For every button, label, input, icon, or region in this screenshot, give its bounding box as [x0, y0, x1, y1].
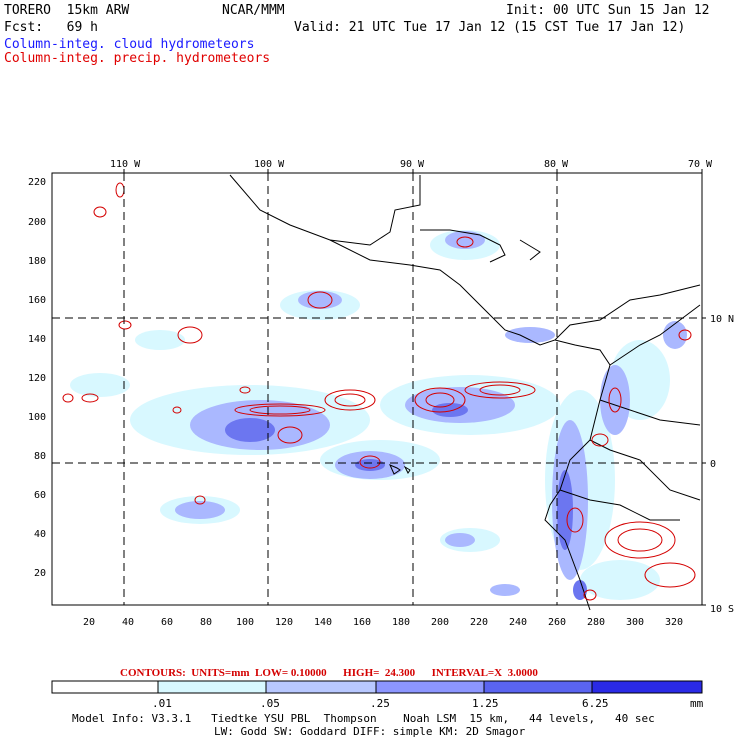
- forecast-hour: Fcst: 69 h: [4, 20, 98, 35]
- cloud-shading-medium: [175, 231, 687, 596]
- colorbar: [51, 680, 703, 694]
- x-tick: 120: [275, 617, 293, 628]
- contour-info: CONTOURS: UNITS=mm LOW= 0.10000 HIGH= 24…: [120, 667, 538, 679]
- lon-label: 90 W: [400, 159, 425, 170]
- colorbar-units: mm: [690, 697, 704, 710]
- plot-frame: [51, 172, 703, 606]
- y-tick: 80: [34, 451, 46, 462]
- x-tick: 260: [548, 617, 566, 628]
- y-tick: 100: [28, 412, 46, 423]
- y-tick: 140: [28, 334, 46, 345]
- x-tick: 100: [236, 617, 254, 628]
- colorbar-bin: [483, 680, 593, 694]
- x-tick: 200: [431, 617, 449, 628]
- colorbar-bin: [265, 680, 377, 694]
- y-axis: 220 200 180 160 140 120 100 80 60 40 20: [28, 177, 46, 579]
- y-tick: 180: [28, 256, 46, 267]
- colorbar-label: 1.25: [472, 697, 499, 710]
- x-tick: 300: [626, 617, 644, 628]
- y-tick: 60: [34, 490, 46, 501]
- colorbar-bin: [591, 680, 703, 694]
- x-tick: 280: [587, 617, 605, 628]
- x-axis: 20 40 60 80 100 120 140 160 180 200 220 …: [83, 617, 683, 628]
- grid-lines: [52, 173, 702, 605]
- colorbar-label: .01: [152, 697, 172, 710]
- x-tick: 160: [353, 617, 371, 628]
- x-tick: 60: [161, 617, 173, 628]
- y-tick: 40: [34, 529, 46, 540]
- precip-contours: [62, 182, 696, 601]
- x-tick: 20: [83, 617, 95, 628]
- center-title: NCAR/MMM: [222, 3, 285, 18]
- x-tick: 40: [122, 617, 134, 628]
- lon-axis: 110 W 100 W 90 W 80 W 70 W: [110, 159, 713, 170]
- lat-label: 10 S: [710, 604, 734, 615]
- model-title: TORERO 15km ARW: [4, 3, 130, 18]
- model-info-line1: Model Info: V3.3.1 Tiedtke YSU PBL Thomp…: [72, 712, 655, 725]
- x-tick: 240: [509, 617, 527, 628]
- lat-axis: 10 N 0 10 S: [710, 314, 734, 615]
- colorbar-bin: [157, 680, 267, 694]
- model-info-line2: LW: Godd SW: Goddard DIFF: simple KM: 2D…: [214, 725, 526, 738]
- x-tick: 180: [392, 617, 410, 628]
- y-tick: 160: [28, 295, 46, 306]
- coastlines: [229, 174, 701, 611]
- colorbar-label: .25: [370, 697, 390, 710]
- colorbar-bin: [375, 680, 485, 694]
- y-tick: 120: [28, 373, 46, 384]
- lat-label: 10 N: [710, 314, 734, 325]
- x-tick: 140: [314, 617, 332, 628]
- lon-label: 110 W: [110, 159, 141, 170]
- colorbar-label: .05: [260, 697, 280, 710]
- lon-label: 100 W: [254, 159, 285, 170]
- colorbar-bin: [51, 680, 159, 694]
- x-tick: 80: [200, 617, 212, 628]
- field-cloud-label: Column-integ. cloud hydrometeors: [4, 37, 255, 52]
- x-tick: 320: [665, 617, 683, 628]
- field-precip-label: Column-integ. precip. hydrometeors: [4, 51, 271, 66]
- y-tick: 200: [28, 217, 46, 228]
- colorbar-label: 6.25: [582, 697, 609, 710]
- lon-label: 70 W: [688, 159, 713, 170]
- lon-label: 80 W: [544, 159, 569, 170]
- init-time: Init: 00 UTC Sun 15 Jan 12: [506, 3, 710, 18]
- valid-time: Valid: 21 UTC Tue 17 Jan 12 (15 CST Tue …: [294, 20, 686, 35]
- lat-label: 0: [710, 459, 716, 470]
- y-tick: 20: [34, 568, 46, 579]
- x-tick: 220: [470, 617, 488, 628]
- y-tick: 220: [28, 177, 46, 188]
